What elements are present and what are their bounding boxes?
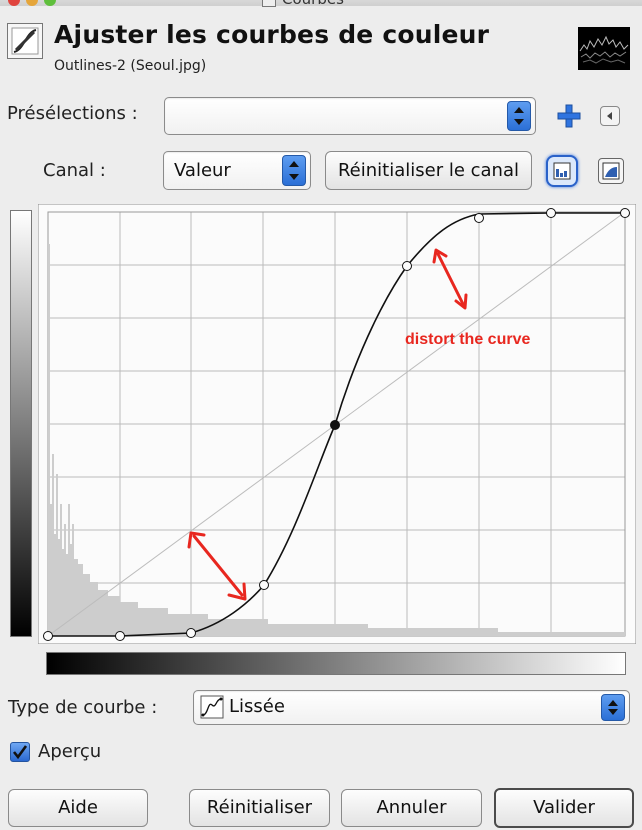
add-preset-icon[interactable]: [556, 103, 582, 129]
linear-histogram-button[interactable]: [546, 155, 578, 187]
channel-spinner-icon: [282, 155, 306, 186]
presets-combo[interactable]: [164, 97, 536, 135]
reset-channel-button[interactable]: Réinitialiser le canal: [325, 151, 532, 190]
input-gradient-bar: [46, 652, 626, 675]
curve-type-combo[interactable]: Lissée: [193, 690, 630, 725]
curves-window-icon: [262, 0, 276, 7]
checkmark-icon: [12, 745, 28, 760]
histogram: [48, 244, 625, 636]
close-window-button[interactable]: [8, 0, 20, 6]
log-histogram-button[interactable]: [598, 158, 624, 184]
curve-control-point[interactable]: [259, 580, 269, 590]
curve-control-point[interactable]: [115, 631, 125, 641]
curves-tool-icon: [7, 23, 43, 59]
channel-label: Canal :: [43, 160, 106, 181]
annotation-arrow-upper: [432, 248, 468, 310]
curve-type-label: Type de courbe :: [8, 697, 158, 718]
ok-button[interactable]: Valider: [494, 788, 634, 828]
channel-combo[interactable]: Valeur: [163, 151, 311, 190]
curve-control-point[interactable]: [620, 208, 630, 218]
annotation-text: distort the curve: [405, 331, 530, 348]
output-gradient-bar: [10, 210, 32, 637]
curve-control-point[interactable]: [43, 631, 53, 641]
help-button[interactable]: Aide: [8, 789, 148, 827]
minimize-window-button[interactable]: [26, 0, 38, 6]
channel-value: Valeur: [174, 160, 231, 181]
presets-spinner-icon: [507, 101, 531, 131]
curve-type-spinner-icon: [601, 694, 625, 721]
curve-control-point[interactable]: [186, 628, 196, 638]
curve-control-point[interactable]: [546, 208, 556, 218]
presets-menu-icon[interactable]: [600, 106, 620, 126]
image-thumbnail: [578, 27, 630, 70]
window-title-text: Courbes: [282, 0, 344, 8]
reset-button[interactable]: Réinitialiser: [189, 789, 330, 827]
cancel-button[interactable]: Annuler: [341, 789, 482, 827]
dialog-title: Ajuster les courbes de couleur: [54, 20, 490, 49]
annotation-arrow-lower: [187, 531, 247, 601]
curve-type-value: Lissée: [229, 696, 285, 717]
smooth-curve-icon: [200, 695, 224, 719]
dialog-subtitle: Outlines-2 (Seoul.jpg): [54, 58, 207, 74]
window-titlebar: [0, 0, 642, 6]
preview-label: Aperçu: [38, 741, 102, 762]
curve-control-point[interactable]: [402, 261, 412, 271]
presets-label: Présélections :: [7, 103, 138, 124]
curve-control-point[interactable]: [474, 213, 484, 223]
curve-graph[interactable]: distort the curve: [38, 204, 636, 644]
window-title: Courbes: [262, 0, 344, 8]
preview-checkbox[interactable]: [10, 742, 30, 762]
curve-control-point-selected[interactable]: [330, 420, 340, 430]
zoom-window-button[interactable]: [44, 0, 56, 6]
